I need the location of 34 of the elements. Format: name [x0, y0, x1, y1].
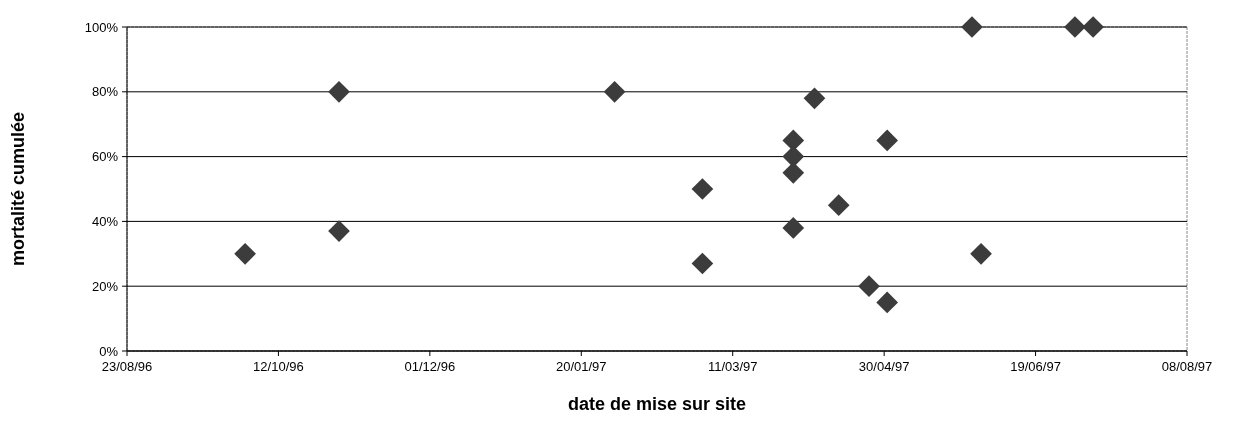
x-tick-label: 12/10/96: [253, 359, 304, 374]
y-tick-label: 60%: [91, 149, 119, 165]
point: [1064, 16, 1086, 38]
point: [782, 145, 805, 168]
point: [803, 87, 826, 110]
y-tick-label: 80%: [91, 84, 119, 100]
point: [328, 220, 350, 242]
y-tick-label: 40%: [91, 213, 119, 229]
point: [691, 252, 714, 275]
point: [691, 178, 714, 200]
point: [858, 275, 880, 298]
point: [782, 161, 805, 184]
point: [1082, 16, 1104, 38]
point: [827, 194, 850, 217]
x-tick-label: 19/06/97: [1010, 359, 1061, 374]
x-axis-title: date de mise sur site: [567, 394, 747, 414]
x-tick-label: 23/08/96: [101, 359, 153, 374]
x-tick-label: 08/08/97: [1161, 359, 1213, 374]
x-tick-label: 30/04/97: [858, 359, 910, 374]
point: [876, 291, 899, 314]
point: [970, 242, 992, 265]
point: [603, 80, 626, 103]
y-tick-label: 20%: [91, 278, 119, 294]
point: [234, 242, 256, 265]
y-axis-title: mortalité cumulée: [8, 111, 28, 267]
x-tick-label: 01/12/96: [404, 359, 456, 374]
y-tick-label: 100%: [84, 19, 119, 35]
x-tick-label: 11/03/97: [707, 359, 758, 374]
point: [328, 80, 350, 103]
y-tick-label: 0%: [99, 343, 119, 359]
x-tick-label: 20/01/97: [555, 359, 607, 374]
point: [961, 16, 983, 38]
point: [782, 217, 805, 239]
point: [876, 129, 899, 152]
